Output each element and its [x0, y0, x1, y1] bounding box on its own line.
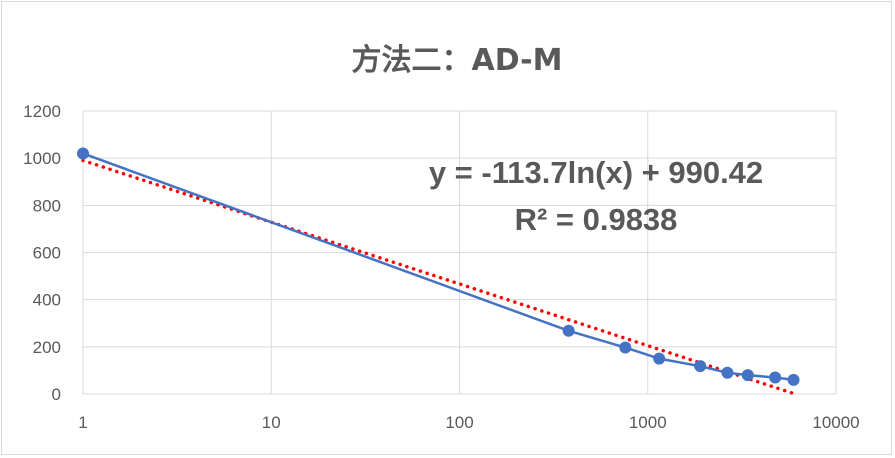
- data-point: [77, 147, 89, 160]
- y-tick-label: 800: [33, 196, 61, 215]
- trendline: [81, 158, 796, 396]
- x-tick-label: 100: [445, 413, 473, 432]
- data-point: [769, 371, 782, 384]
- x-tick-label: 1: [78, 413, 87, 432]
- chart-title: 方法二：AD-M: [352, 43, 563, 78]
- trendline-path: [81, 158, 796, 396]
- data-series: [77, 147, 800, 386]
- r-squared-label: R² = 0.9838: [515, 202, 678, 237]
- y-tick-label: 200: [33, 338, 61, 357]
- x-tick-label: 10: [262, 413, 281, 432]
- data-point: [787, 373, 800, 386]
- data-point: [619, 341, 632, 354]
- y-tick-label: 600: [33, 244, 61, 263]
- x-axis-labels: 1 10 100 1000 10000: [78, 413, 859, 432]
- y-tick-label: 0: [52, 385, 61, 404]
- data-point: [653, 352, 666, 365]
- grid: [82, 110, 837, 395]
- x-tick-label: 1000: [629, 413, 667, 432]
- data-point: [741, 369, 754, 382]
- y-tick-label: 1200: [23, 102, 61, 121]
- data-point: [721, 366, 734, 379]
- y-tick-label: 1000: [23, 149, 61, 168]
- x-tick-label: 10000: [812, 413, 859, 432]
- data-point: [562, 324, 575, 337]
- data-point: [694, 360, 707, 373]
- y-tick-label: 400: [33, 291, 61, 310]
- trendline-equation: y = -113.7ln(x) + 990.42: [429, 155, 763, 190]
- y-axis-labels: 0 200 400 600 800 1000 1200: [23, 102, 61, 404]
